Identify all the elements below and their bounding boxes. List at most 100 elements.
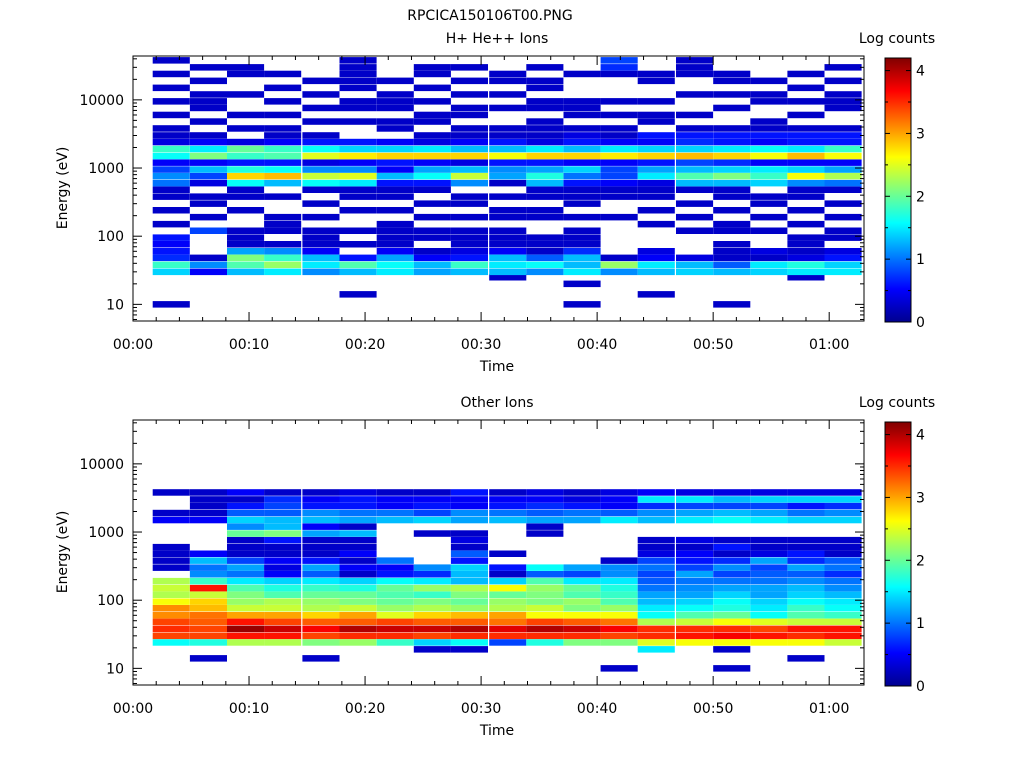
heatmap-cell xyxy=(750,193,788,200)
heatmap-cell xyxy=(227,179,265,187)
heatmap-cell xyxy=(450,489,488,496)
heatmap-cell xyxy=(376,496,414,503)
heatmap-cell xyxy=(713,598,751,605)
heatmap-cell xyxy=(339,179,377,187)
heatmap-cell xyxy=(264,612,302,619)
heatmap-cell xyxy=(152,138,190,146)
heatmap-cell xyxy=(302,516,340,524)
colorbar-gradient xyxy=(884,57,912,323)
heatmap-cell xyxy=(227,172,265,180)
heatmap-cell xyxy=(339,543,377,551)
heatmap-cell xyxy=(376,227,414,234)
heatmap-cell xyxy=(302,502,340,510)
heatmap-cell xyxy=(227,502,265,510)
heatmap-cell xyxy=(787,509,825,517)
heatmap-cell xyxy=(526,98,564,105)
heatmap-cell xyxy=(227,591,265,598)
heatmap-cell xyxy=(563,598,601,605)
colorbar-tick-label: 3 xyxy=(916,126,925,142)
heatmap-cell xyxy=(637,489,675,496)
heatmap-cell xyxy=(787,639,825,646)
heatmap-cell xyxy=(264,241,302,248)
heatmap-cell xyxy=(489,193,527,200)
heatmap-cell xyxy=(450,227,488,234)
heatmap-cell xyxy=(713,584,751,592)
heatmap-cell xyxy=(526,598,564,605)
heatmap-cell xyxy=(339,118,377,125)
heatmap-cell xyxy=(750,138,788,146)
heatmap-cell xyxy=(302,104,340,112)
heatmap-cell xyxy=(189,489,227,496)
heatmap-cell xyxy=(264,179,302,187)
heatmap-cell xyxy=(750,118,788,125)
heatmap-cell xyxy=(189,632,227,640)
heatmap-cell xyxy=(264,159,302,166)
heatmap-cell xyxy=(264,496,302,503)
heatmap-cell xyxy=(339,159,377,166)
heatmap-cell xyxy=(264,591,302,598)
heatmap-cell xyxy=(489,234,527,241)
heatmap-cell xyxy=(152,489,190,496)
heatmap-cell xyxy=(189,145,227,153)
heatmap-cell xyxy=(676,496,714,503)
heatmap-cell xyxy=(526,268,564,276)
heatmap-cell xyxy=(563,248,601,255)
heatmap-cell xyxy=(227,639,265,646)
heatmap-cell xyxy=(489,152,527,160)
heatmap-cell xyxy=(227,248,265,255)
heatmap-cell xyxy=(489,91,527,98)
heatmap-cell xyxy=(526,104,564,112)
heatmap-cell xyxy=(563,98,601,105)
heatmap-cell xyxy=(637,516,675,524)
heatmap-cell xyxy=(787,145,825,153)
heatmap-cell xyxy=(339,186,377,193)
heatmap-cell xyxy=(152,84,190,92)
heatmap-cell xyxy=(152,166,190,173)
heatmap-cell xyxy=(152,98,190,105)
heatmap-cell xyxy=(563,509,601,517)
heatmap-cell xyxy=(750,496,788,503)
heatmap-cell xyxy=(189,261,227,269)
heatmap-cell xyxy=(152,261,190,269)
heatmap-cell xyxy=(637,98,675,105)
heatmap-cell xyxy=(526,489,564,496)
heatmap-cell xyxy=(563,261,601,269)
heatmap-cell xyxy=(600,516,638,524)
heatmap-cell xyxy=(227,234,265,241)
heatmap-cell xyxy=(713,138,751,146)
heatmap-cell xyxy=(787,254,825,262)
heatmap-cell xyxy=(189,268,227,276)
heatmap-cell xyxy=(713,172,751,180)
heatmap-cell xyxy=(376,125,414,132)
heatmap-cell xyxy=(152,179,190,187)
ytick-label: 10 xyxy=(106,661,124,677)
heatmap-cell xyxy=(376,605,414,612)
heatmap-cell xyxy=(339,618,377,626)
heatmap-cell xyxy=(450,193,488,200)
heatmap-cell xyxy=(376,516,414,524)
heatmap-cell xyxy=(489,227,527,234)
heatmap-cell xyxy=(450,159,488,166)
heatmap-cell xyxy=(189,496,227,503)
heatmap-cell xyxy=(526,132,564,139)
heatmap-cell xyxy=(302,605,340,612)
heatmap-cell xyxy=(264,625,302,633)
heatmap-cell xyxy=(339,227,377,234)
heatmap-cell xyxy=(676,612,714,619)
heatmap-cell xyxy=(264,605,302,612)
heatmap-cell xyxy=(264,523,302,530)
heatmap-cell xyxy=(227,152,265,160)
heatmap-cell xyxy=(376,639,414,646)
heatmap-cell xyxy=(750,159,788,166)
heatmap-cell xyxy=(713,489,751,496)
heatmap-cell xyxy=(450,145,488,153)
heatmap-cell xyxy=(450,530,488,537)
heatmap-cell xyxy=(676,639,714,646)
heatmap-cell xyxy=(713,268,751,276)
heatmap-cell xyxy=(489,241,527,248)
heatmap-cell xyxy=(376,557,414,564)
xtick-label: 00:20 xyxy=(345,701,385,717)
heatmap-cell xyxy=(787,496,825,503)
heatmap-cell xyxy=(227,166,265,173)
colorbar-tick-label: 0 xyxy=(916,679,925,695)
